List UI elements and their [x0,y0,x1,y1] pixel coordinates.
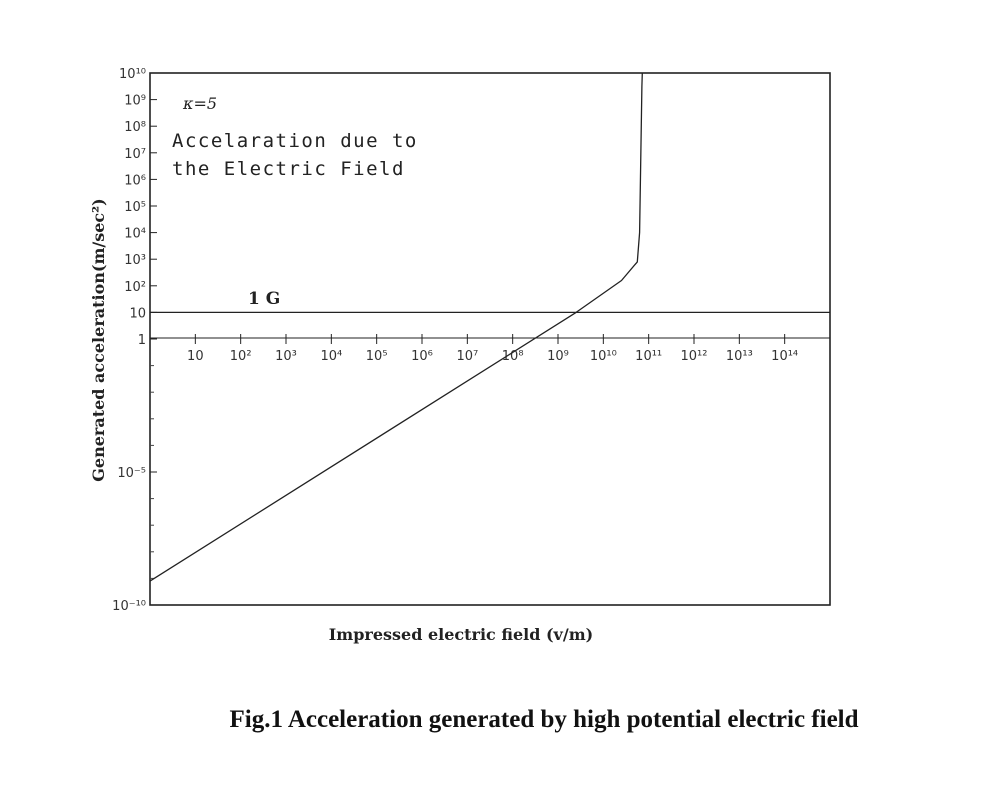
x-tick-label: 10¹¹ [635,349,662,364]
x-tick-label: 10⁹ [547,349,569,364]
curve-label-line-1: Accelaration due to [172,130,418,152]
y-tick-label: 10⁵ [124,200,146,215]
kappa-annotation: κ=5 [182,94,217,113]
y-axis-label: Generated acceleration(m/sec²) [89,198,108,482]
x-tick-label: 10² [230,349,252,364]
plot-frame [149,72,831,606]
y-ticks: 10¹⁰ 10⁹ 10⁸ 10⁷ 10⁶ 10⁵ 10⁴ 10³ 10² 10 1 10⁻⁵ 10⁻¹⁰ [112,67,157,614]
y-tick-label: 10⁶ [124,173,146,188]
y-tick-label: 10 [129,306,146,321]
x-axis-label: Impressed electric field (v/m) [329,625,593,644]
x-tick-label: 10⁶ [411,349,433,364]
y-tick-label: 10³ [124,253,146,268]
x-tick-label: 10¹² [681,349,708,364]
y-tick-label: 10² [124,280,146,295]
y-tick-label: 10⁸ [124,120,146,135]
x-tick-label: 10¹⁴ [771,349,798,364]
x-tick-label: 10⁵ [366,349,388,364]
series-layer [149,72,830,582]
x-tick-label: 10⁷ [456,349,478,364]
x-tick-label: 10 [187,349,204,364]
y-tick-label: 10¹⁰ [119,67,146,82]
y-tick-label: 10⁷ [124,147,146,162]
x-ticks: 10 10² 10³ 10⁴ 10⁵ 10⁶ 10⁷ 10⁸ 10⁹ 10¹⁰ 10¹¹ 10¹² 10… [187,334,798,364]
one-g-label: 1 G [248,289,280,309]
y-tick-label: 10⁻⁵ [117,466,146,481]
figure-caption: Fig.1 Acceleration generated by high pot… [229,706,859,733]
x-tick-label: 10³ [275,349,297,364]
y-tick-label: 1 [138,333,146,348]
x-tick-label: 10⁸ [502,349,524,364]
y-tick-label: 10⁴ [124,227,146,242]
curve-label-line-2: the Electric Field [172,158,405,180]
y-tick-label: 10⁻¹⁰ [112,599,146,614]
x-tick-label: 10¹⁰ [590,349,617,364]
y-tick-label: 10⁹ [124,94,146,109]
x-tick-label: 10⁴ [320,349,342,364]
x-tick-label: 10¹³ [726,349,753,364]
chart-svg: 10¹⁰ 10⁹ 10⁸ 10⁷ 10⁶ 10⁵ 10⁴ 10³ 10² 10 1 10⁻⁵ 10⁻¹⁰… [89,67,831,644]
